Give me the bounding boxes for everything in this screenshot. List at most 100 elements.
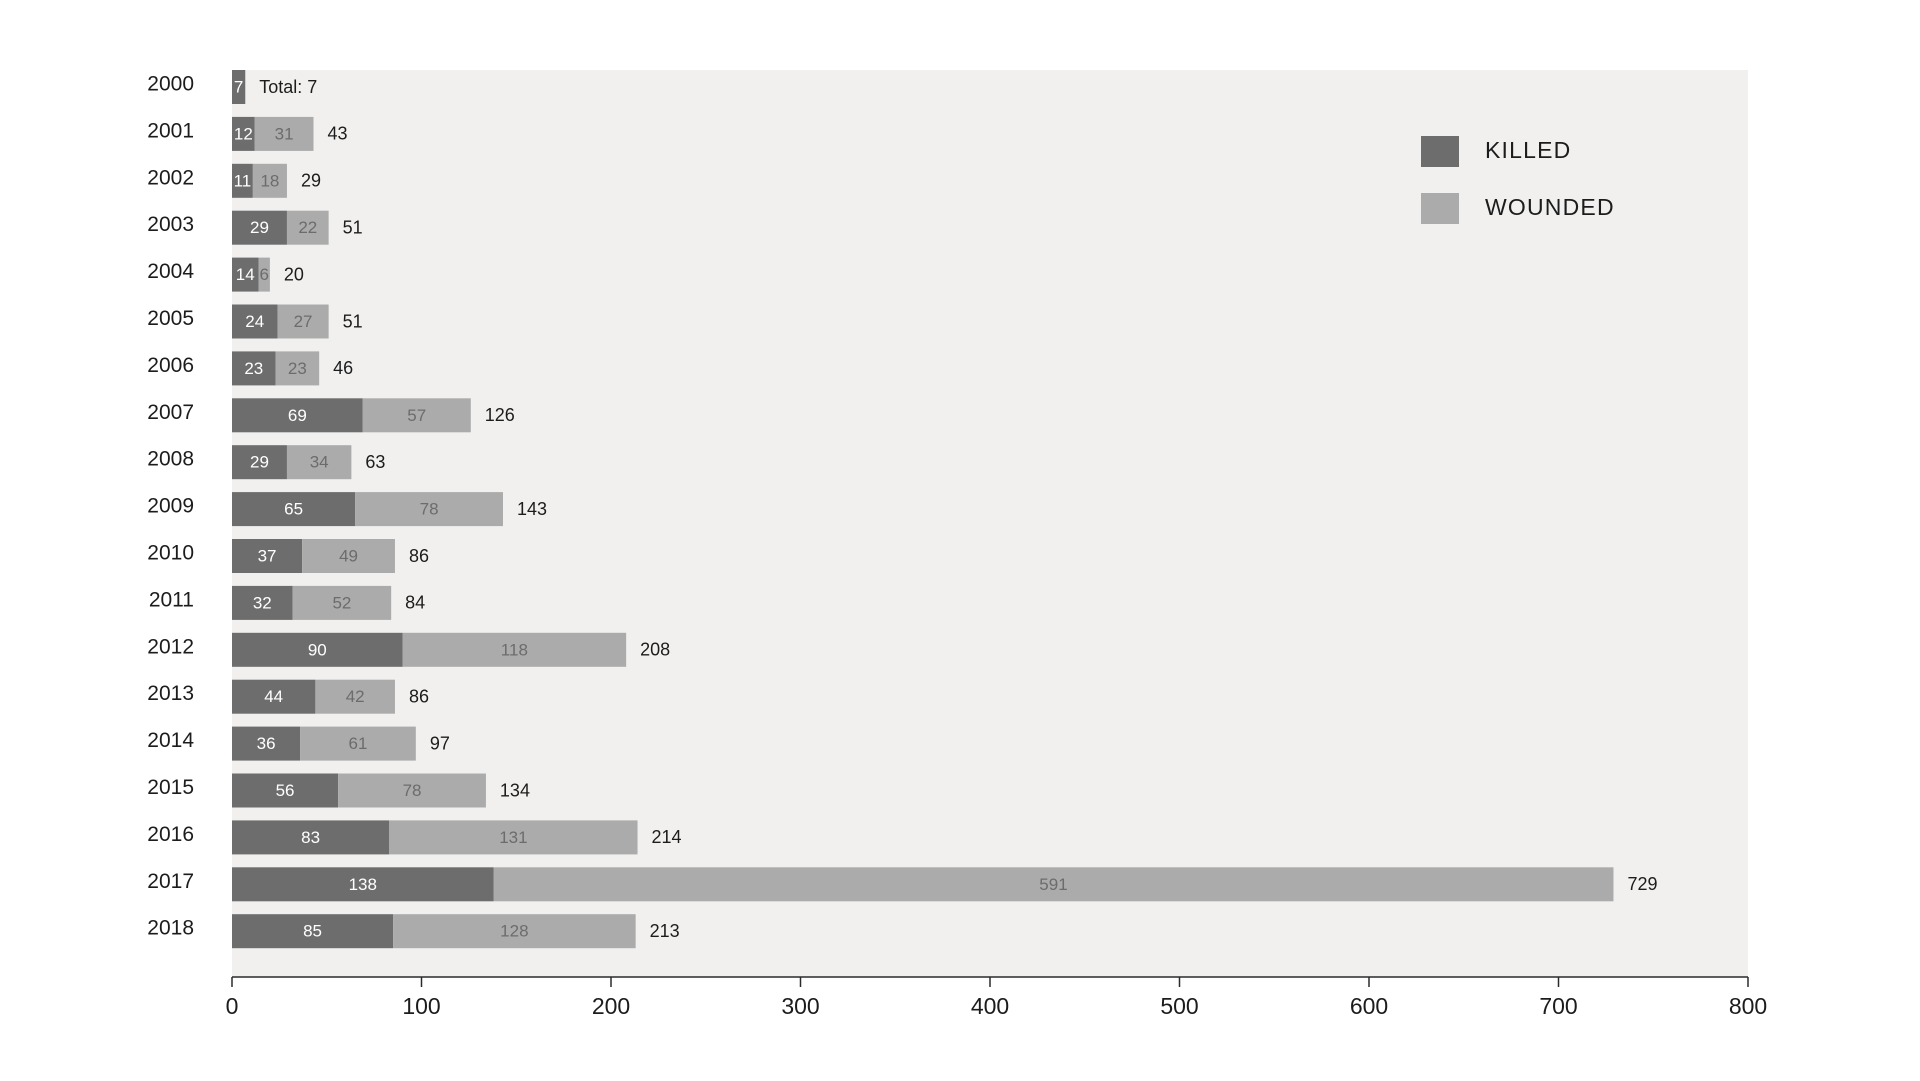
bar-killed <box>232 914 394 949</box>
total-label: 51 <box>343 217 363 237</box>
legend: KILLED WOUNDED <box>1421 136 1615 224</box>
bar-killed-label: 32 <box>253 593 272 612</box>
bar-wounded-label: 78 <box>403 781 422 800</box>
bar-wounded <box>338 773 486 808</box>
bar-killed <box>232 445 287 480</box>
total-label: 84 <box>405 593 425 613</box>
bar-killed-label: 23 <box>244 359 263 378</box>
bar-wounded <box>302 539 395 573</box>
bar-wounded-label: 31 <box>275 124 294 143</box>
bar-wounded <box>393 914 636 949</box>
x-tick-label: 300 <box>781 993 819 1019</box>
year-label: 2016 <box>147 823 194 846</box>
labels-layer: 2000 7 Total: 7 2001 12 31 43 2002 11 18 29 2003 29 2… <box>147 73 1657 941</box>
year-label: 2015 <box>147 776 194 799</box>
year-label: 2018 <box>147 917 194 940</box>
bar-killed <box>232 163 253 198</box>
bar-wounded-label: 61 <box>349 734 368 753</box>
bar-killed-label: 138 <box>349 875 377 894</box>
total-label: 134 <box>500 780 530 800</box>
legend-label: KILLED <box>1485 137 1571 163</box>
bar-wounded-label: 128 <box>500 922 528 941</box>
bar-wounded <box>389 820 638 855</box>
bar-killed-label: 69 <box>288 406 307 425</box>
year-label: 2002 <box>147 166 194 189</box>
bar-wounded <box>315 679 395 714</box>
year-label: 2006 <box>147 354 194 377</box>
bar-killed-label: 90 <box>308 640 327 659</box>
year-label: 2007 <box>147 401 194 424</box>
total-label: 20 <box>284 264 304 284</box>
bar-killed-label: 36 <box>257 734 276 753</box>
year-label: 2001 <box>147 119 194 142</box>
total-label: 29 <box>301 171 321 191</box>
x-axis: 0 100 200 300 400 500 600 700 800 <box>226 976 1767 1019</box>
bar-killed-label: 65 <box>284 500 303 519</box>
bar-wounded-label: 42 <box>346 687 365 706</box>
bar-wounded <box>275 351 320 386</box>
bar-killed <box>232 632 403 667</box>
bar-killed-label: 24 <box>245 312 264 331</box>
bar-killed <box>232 116 255 151</box>
year-label: 2009 <box>147 495 194 518</box>
bar-killed-label: 7 <box>234 77 243 96</box>
bar-wounded <box>286 210 329 245</box>
legend-swatch <box>1421 193 1459 224</box>
total-label: 729 <box>1627 874 1657 894</box>
bar-wounded-label: 27 <box>294 312 313 331</box>
total-label: 63 <box>365 452 385 472</box>
bar-killed <box>232 257 259 292</box>
x-tick-label: 700 <box>1539 993 1577 1019</box>
bar-wounded <box>254 116 314 151</box>
bar-killed-label: 83 <box>301 828 320 847</box>
x-tick-label: 800 <box>1729 993 1767 1019</box>
total-label: 43 <box>327 124 347 144</box>
bar-wounded-label: 78 <box>420 500 439 519</box>
bar-wounded-label: 118 <box>501 640 528 659</box>
total-label: 86 <box>409 686 429 706</box>
bar-killed <box>232 820 390 855</box>
legend-label: WOUNDED <box>1485 194 1615 220</box>
total-label: 97 <box>430 733 450 753</box>
bar-wounded <box>292 585 392 620</box>
bar-killed-label: 56 <box>276 781 295 800</box>
bar-killed <box>232 726 301 761</box>
bar-killed <box>232 304 278 339</box>
bar-wounded <box>362 398 471 433</box>
bar-killed-label: 44 <box>264 687 283 706</box>
bar-killed <box>232 539 303 573</box>
legend-swatch <box>1421 136 1459 167</box>
year-label: 2017 <box>147 870 194 893</box>
year-label: 2003 <box>147 213 194 236</box>
bar-wounded-label: 131 <box>499 828 527 847</box>
year-label: 2010 <box>147 542 194 565</box>
bar-killed-label: 29 <box>250 453 269 472</box>
bar-wounded-label: 591 <box>1039 875 1067 894</box>
x-tick-label: 500 <box>1160 993 1198 1019</box>
bar-wounded <box>286 445 352 480</box>
year-label: 2012 <box>147 635 194 658</box>
bar-wounded-label: 6 <box>259 265 268 284</box>
bar-killed <box>232 492 356 527</box>
total-label: 213 <box>650 921 680 941</box>
bar-killed-label: 37 <box>258 546 277 565</box>
bar-wounded-label: 22 <box>298 218 317 237</box>
x-tick-label: 100 <box>402 993 440 1019</box>
total-label: 126 <box>485 405 515 425</box>
total-label: Total: 7 <box>259 77 317 97</box>
year-label: 2000 <box>147 73 194 96</box>
bar-wounded-label: 57 <box>407 406 426 425</box>
bar-killed <box>232 679 316 714</box>
x-tick-label: 400 <box>971 993 1009 1019</box>
bar-wounded <box>258 257 270 292</box>
year-label: 2005 <box>147 307 194 330</box>
x-tick-label: 600 <box>1350 993 1388 1019</box>
total-label: 143 <box>517 499 547 519</box>
bar-killed-label: 14 <box>236 265 255 284</box>
x-tick-label: 0 <box>226 993 239 1019</box>
bar-wounded-label: 18 <box>260 171 279 190</box>
total-label: 51 <box>343 311 363 331</box>
bar-killed-label: 12 <box>234 124 253 143</box>
